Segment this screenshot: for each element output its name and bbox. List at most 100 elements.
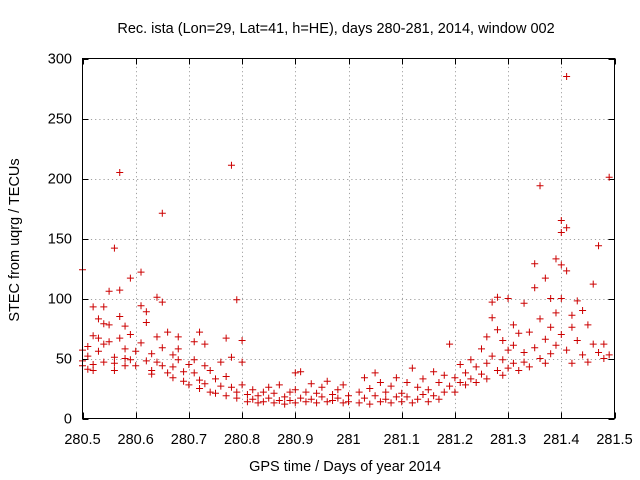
data-point xyxy=(254,392,262,400)
data-point xyxy=(121,355,129,362)
data-point xyxy=(472,363,480,371)
data-point xyxy=(430,368,438,376)
x-tick-labels: 280.5 280.6 280.7 280.8 280.9 281 281.1 … xyxy=(64,432,632,448)
data-point xyxy=(164,328,172,336)
data-point xyxy=(456,379,464,386)
data-point xyxy=(499,371,507,379)
data-point xyxy=(110,353,118,361)
data-point xyxy=(307,380,315,388)
data-point xyxy=(563,224,571,232)
data-point xyxy=(403,379,411,386)
data-point xyxy=(589,280,597,288)
data-point xyxy=(504,346,512,354)
data-point xyxy=(174,333,182,341)
data-point xyxy=(164,369,172,377)
data-point xyxy=(249,386,257,394)
data-point xyxy=(222,373,230,380)
data-point xyxy=(190,369,198,377)
data-point xyxy=(589,340,597,348)
data-point xyxy=(270,399,278,407)
data-point xyxy=(557,295,565,302)
data-point xyxy=(531,344,539,352)
x-tick-label: 281.3 xyxy=(490,432,526,448)
data-point xyxy=(488,298,496,306)
data-point xyxy=(89,361,97,368)
data-point xyxy=(451,388,459,396)
data-point xyxy=(541,274,549,282)
data-point xyxy=(414,395,422,403)
y-tick-label: 50 xyxy=(56,352,72,368)
data-point xyxy=(334,394,342,402)
data-point xyxy=(536,315,544,323)
data-point xyxy=(100,320,108,328)
data-point xyxy=(105,287,113,295)
data-point xyxy=(89,303,97,311)
data-point xyxy=(100,358,108,366)
data-point xyxy=(376,398,384,406)
data-point xyxy=(371,369,379,377)
data-point xyxy=(573,297,581,305)
data-point xyxy=(478,370,485,378)
data-point xyxy=(398,398,406,406)
data-point xyxy=(488,352,496,360)
data-point xyxy=(265,383,273,391)
data-point xyxy=(493,367,501,374)
data-point xyxy=(499,356,507,364)
data-point xyxy=(227,383,235,391)
data-point xyxy=(488,314,496,322)
data-point xyxy=(414,383,422,391)
data-point xyxy=(435,379,443,386)
data-point xyxy=(84,343,92,350)
data-point xyxy=(110,244,118,252)
data-point xyxy=(525,328,533,336)
data-point xyxy=(126,274,134,282)
data-point xyxy=(483,375,491,383)
data-point xyxy=(206,388,214,396)
data-point xyxy=(137,339,145,347)
data-point xyxy=(515,329,523,337)
data-point xyxy=(270,389,278,397)
data-point xyxy=(504,364,512,372)
x-tick-label: 281.4 xyxy=(543,432,579,448)
data-point xyxy=(142,357,150,365)
data-point xyxy=(222,334,230,342)
data-point xyxy=(600,340,608,348)
data-point xyxy=(233,296,241,304)
data-point xyxy=(329,391,337,398)
data-point xyxy=(520,349,528,356)
data-point xyxy=(132,347,140,355)
data-point xyxy=(302,398,310,406)
data-point xyxy=(509,341,517,349)
data-point xyxy=(467,356,475,364)
data-point xyxy=(595,242,603,250)
data-point xyxy=(408,399,416,407)
data-point xyxy=(472,379,480,386)
data-point xyxy=(541,359,549,367)
data-point xyxy=(158,362,166,370)
data-point xyxy=(387,382,395,390)
data-point xyxy=(339,399,347,407)
data-point xyxy=(126,331,134,338)
data-point xyxy=(137,268,145,276)
data-point xyxy=(515,367,523,374)
data-point xyxy=(169,374,177,382)
data-point xyxy=(435,395,443,403)
axis-ticks xyxy=(82,58,616,420)
data-point xyxy=(525,363,533,371)
data-point xyxy=(430,392,438,400)
data-point xyxy=(142,308,150,316)
data-point xyxy=(196,385,204,392)
data-point xyxy=(116,334,124,342)
data-point xyxy=(116,313,124,320)
data-point xyxy=(286,388,294,396)
data-point xyxy=(286,397,294,404)
data-point xyxy=(297,394,305,402)
data-point xyxy=(158,298,166,306)
x-tick-label: 280.9 xyxy=(277,432,313,448)
data-point xyxy=(376,379,384,386)
x-tick-label: 281.1 xyxy=(384,432,420,448)
data-point xyxy=(217,382,225,390)
data-point xyxy=(573,337,581,344)
y-tick-label: 300 xyxy=(48,52,72,68)
